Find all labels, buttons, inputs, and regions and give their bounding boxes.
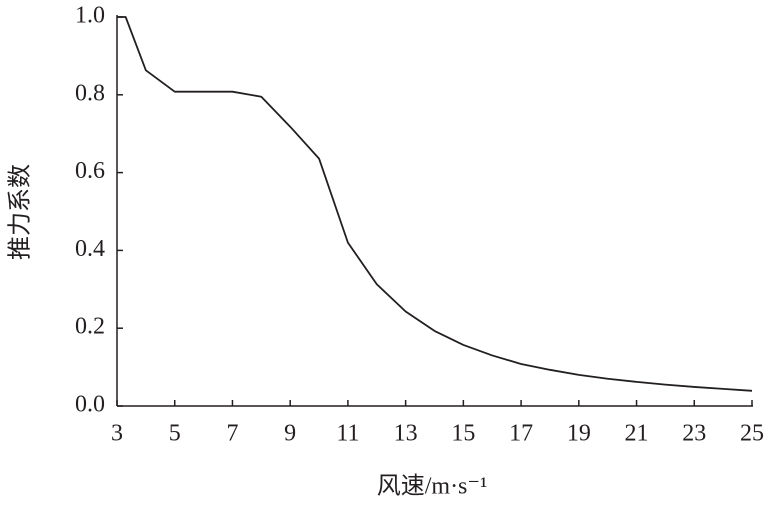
x-tick-label: 5 [169, 421, 181, 447]
x-tick-label: 13 [394, 421, 418, 447]
line-series [117, 16, 753, 392]
x-tick-label: 23 [682, 421, 706, 447]
y-tick-label: 1.0 [75, 3, 105, 29]
y-tick-label: 0.2 [75, 314, 105, 340]
x-tick-label: 11 [336, 421, 359, 447]
x-tick-label: 9 [284, 421, 296, 447]
x-axis-label: 风速/m·s⁻¹ [377, 473, 488, 500]
x-tick-label: 19 [567, 421, 591, 447]
x-tick-label: 17 [509, 421, 533, 447]
y-tick-label: 0.6 [75, 158, 105, 184]
x-tick-label: 3 [111, 421, 123, 447]
x-tick-label: 7 [226, 421, 238, 447]
y-tick-label: 0.8 [75, 80, 105, 106]
y-tick-label: 0.4 [75, 236, 105, 262]
x-tick-label: 21 [625, 421, 649, 447]
y-tick-label: 0.0 [75, 392, 105, 418]
x-tick-label: 15 [451, 421, 475, 447]
x-tick-label: 25 [740, 421, 764, 447]
y-axis-label: 推力系数 [7, 164, 34, 260]
